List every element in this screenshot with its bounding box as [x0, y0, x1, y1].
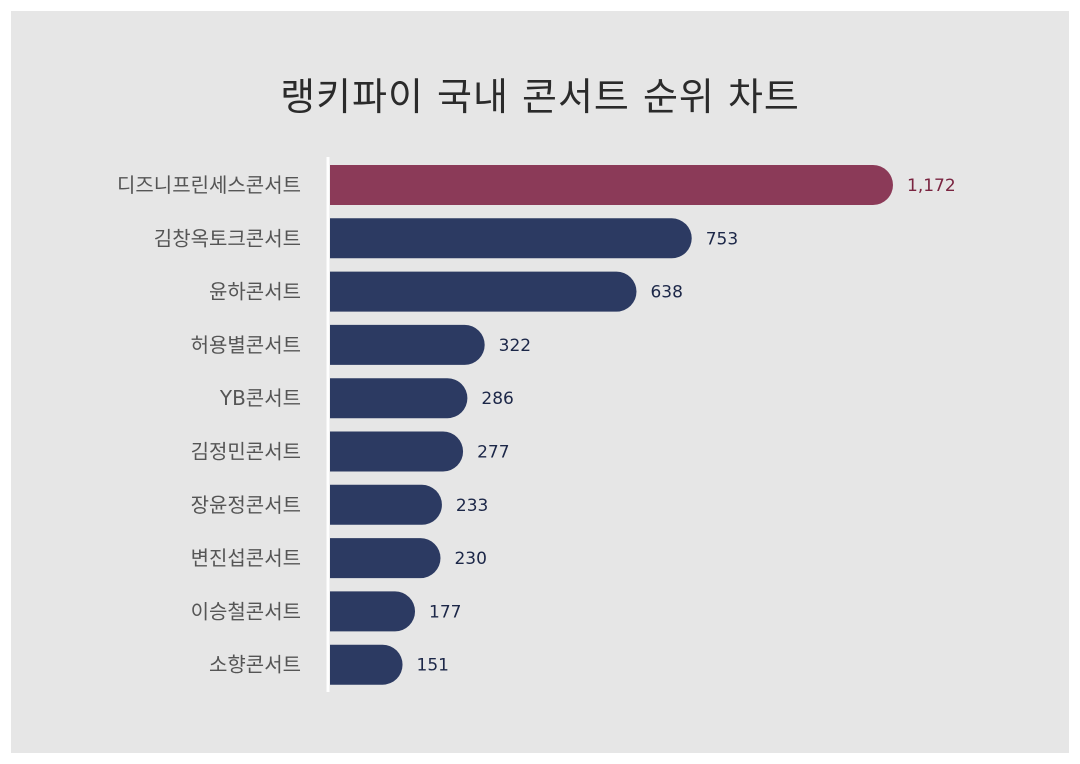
category-label: 김정민콘서트 [191, 440, 301, 464]
value-label: 286 [481, 389, 513, 409]
chart-title: 랭키파이 국내 콘서트 순위 차트 [280, 75, 800, 119]
bar [330, 271, 637, 312]
bar [330, 324, 485, 365]
bar [330, 538, 441, 579]
category-label: 허용별콘서트 [191, 333, 301, 357]
category-label: 김창옥토크콘서트 [154, 226, 301, 250]
bar [330, 484, 442, 525]
category-label: 디즈니프린세스콘서트 [117, 173, 301, 197]
category-label: 이승철콘서트 [191, 599, 301, 623]
bar [330, 591, 416, 632]
bar [330, 218, 692, 259]
value-label: 277 [477, 443, 509, 463]
value-label: 151 [417, 656, 449, 676]
bar [330, 644, 403, 685]
value-label: 322 [499, 336, 531, 356]
category-label: 장윤정콘서트 [191, 493, 301, 517]
bar [330, 378, 468, 419]
value-label: 233 [456, 496, 488, 516]
value-label: 230 [454, 549, 486, 569]
chart-card [11, 11, 1069, 753]
bar [330, 431, 464, 472]
value-label: 1,172 [907, 176, 956, 196]
value-label: 177 [429, 602, 461, 622]
value-label: 753 [706, 229, 738, 249]
category-label: 윤하콘서트 [209, 280, 301, 304]
value-label: 638 [650, 283, 682, 303]
category-label: 소향콘서트 [209, 653, 301, 677]
bars-group: 디즈니프린세스콘서트 1,172 김창옥토크콘서트 753 윤하콘서트 638 허용별콘서트… [117, 165, 956, 685]
bar [330, 165, 893, 205]
category-label: YB콘서트 [219, 386, 301, 410]
category-label: 변진섭콘서트 [191, 546, 301, 570]
